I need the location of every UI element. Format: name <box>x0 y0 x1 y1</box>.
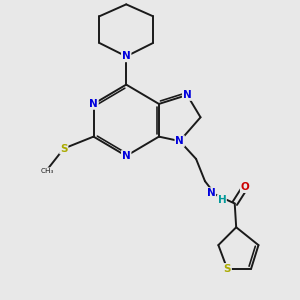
Text: N: N <box>183 90 191 100</box>
Text: N: N <box>89 99 98 109</box>
Text: CH₃: CH₃ <box>41 168 54 174</box>
Text: H: H <box>218 195 226 205</box>
Text: N: N <box>122 51 130 62</box>
Text: O: O <box>241 182 250 192</box>
Text: S: S <box>224 264 231 274</box>
Text: N: N <box>122 151 130 161</box>
Text: N: N <box>207 188 215 198</box>
Text: N: N <box>175 136 184 146</box>
Text: S: S <box>60 143 68 154</box>
